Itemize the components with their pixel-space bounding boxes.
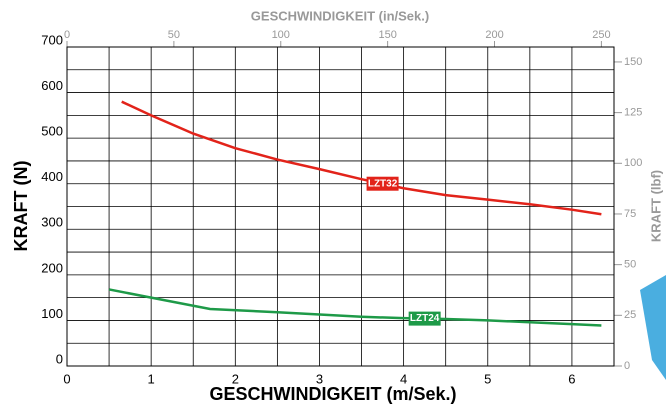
x2-tick-label: 200	[485, 29, 503, 41]
y2-tick-label: 25	[624, 309, 636, 321]
y-tick-label: 600	[41, 78, 63, 93]
x-axis-label: GESCHWINDIGKEIT (m/Sek.)	[209, 384, 456, 404]
x2-tick-label: 250	[592, 29, 610, 41]
x2-tick-label: 150	[378, 29, 396, 41]
x2-tick-label: 100	[272, 29, 290, 41]
x2-axis-label: GESCHWINDIGKEIT (in/Sek.)	[251, 8, 429, 23]
y-axis-label: KRAFT (N)	[11, 161, 31, 252]
x-tick-label: 5	[484, 371, 491, 386]
y-tick-label: 0	[56, 351, 63, 366]
y-tick-label: 400	[41, 169, 63, 184]
x-tick-label: 3	[316, 371, 323, 386]
series-label: LZT32	[368, 178, 398, 189]
decoration	[640, 275, 666, 380]
y-tick-label: 200	[41, 260, 63, 275]
y2-axis-label: KRAFT (lbf)	[648, 170, 663, 242]
chart: GESCHWINDIGKEIT (m/Sek.) GESCHWINDIGKEIT…	[0, 0, 666, 415]
x2-tick-label: 50	[168, 29, 180, 41]
series-label: LZT24	[410, 313, 440, 324]
y-tick-label: 300	[41, 215, 63, 230]
x-tick-label: 4	[400, 371, 407, 386]
x-tick-label: 2	[232, 371, 239, 386]
x-tick-label: 0	[63, 371, 70, 386]
y2-tick-label: 50	[624, 259, 636, 271]
x-tick-label: 1	[148, 371, 155, 386]
y2-tick-label: 125	[624, 107, 642, 119]
y2-tick-label: 75	[624, 208, 636, 220]
y2-tick-label: 150	[624, 56, 642, 68]
y2-tick-label: 0	[624, 360, 630, 372]
x2-tick-label: 0	[64, 29, 70, 41]
y-tick-label: 500	[41, 124, 63, 139]
y2-tick-label: 100	[624, 157, 642, 169]
x-tick-label: 6	[568, 371, 575, 386]
y-tick-label: 100	[41, 306, 63, 321]
y-tick-label: 700	[41, 32, 63, 47]
